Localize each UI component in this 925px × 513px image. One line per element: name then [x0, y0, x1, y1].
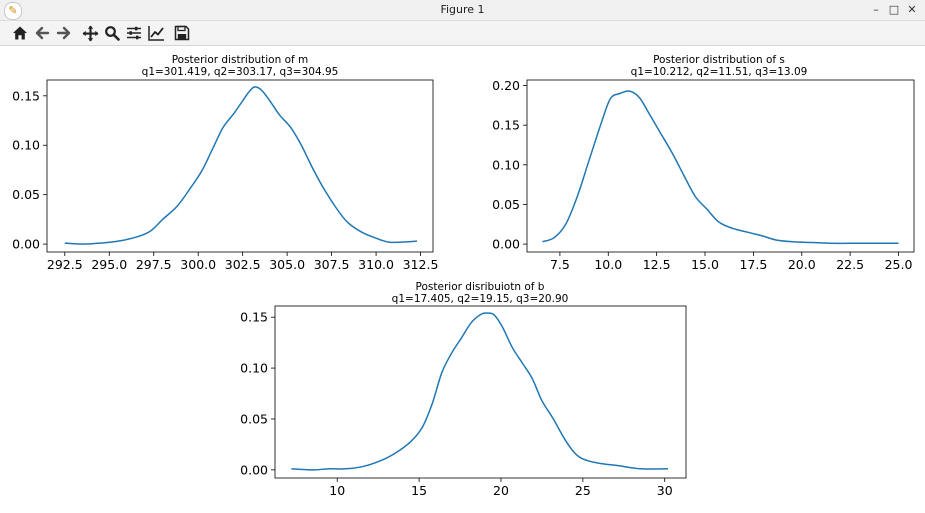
navigation-toolbar	[0, 21, 925, 46]
x-tick-label: 22.5	[836, 257, 864, 272]
edit-axis-icon[interactable]	[146, 24, 166, 42]
x-tick-label: 12.5	[643, 257, 671, 272]
x-tick-label: 25.0	[885, 257, 913, 272]
x-tick-label: 300.0	[180, 257, 216, 272]
forward-icon[interactable]	[54, 24, 74, 42]
y-tick-label: 0.15	[240, 310, 268, 325]
x-tick-label: 20	[493, 483, 509, 498]
chart-title: Posterior disribuiotn of b	[416, 281, 545, 293]
subplot-s: Posterior distribution of s q1=10.212, q…	[492, 54, 915, 272]
minimize-button[interactable]: –	[873, 3, 879, 16]
x-tick-label: 310.0	[358, 257, 394, 272]
back-icon[interactable]	[32, 24, 52, 42]
y-tick-label: 0.10	[12, 138, 40, 153]
pan-icon[interactable]	[80, 24, 100, 42]
y-tick-label: 0.15	[492, 118, 520, 133]
y-tick-label: 0.15	[12, 88, 40, 103]
window-titlebar: ✎ Figure 1 – □ ✕	[0, 0, 925, 21]
app-icon: ✎	[4, 2, 22, 20]
x-tick-label: 302.5	[225, 257, 261, 272]
y-tick-label: 0.00	[492, 237, 520, 252]
density-line	[542, 90, 899, 245]
chart-title: Posterior distribution of s	[653, 54, 785, 66]
x-tick-label: 20.0	[788, 257, 816, 272]
figure-svg: Posterior distribution of m q1=301.419, …	[12, 54, 915, 498]
x-tick-label: 292.5	[47, 257, 83, 272]
maximize-button[interactable]: □	[888, 3, 900, 16]
configure-subplots-icon[interactable]	[124, 24, 144, 42]
axes-frame	[46, 79, 434, 253]
chart-title: Posterior distribution of m	[172, 54, 309, 66]
y-tick-label: 0.20	[492, 78, 520, 93]
y-tick-label: 0.05	[492, 197, 520, 212]
x-tick-label: 15.0	[691, 257, 719, 272]
subplot-m: Posterior distribution of m q1=301.419, …	[12, 54, 438, 272]
x-tick-label: 15	[411, 483, 427, 498]
x-tick-label: 10	[329, 483, 345, 498]
x-tick-label: 307.5	[314, 257, 350, 272]
window-title: Figure 1	[440, 3, 485, 16]
y-tick-label: 0.00	[240, 462, 268, 477]
x-tick-label: 7.5	[550, 257, 570, 272]
density-line	[291, 312, 669, 471]
save-icon[interactable]	[172, 24, 192, 42]
subplot-b: Posterior disribuiotn of b q1=17.405, q2…	[240, 281, 687, 498]
y-tick-label: 0.00	[12, 237, 40, 252]
x-tick-label: 297.5	[136, 257, 172, 272]
axes-frame	[526, 79, 915, 253]
y-tick-label: 0.05	[12, 187, 40, 202]
zoom-icon[interactable]	[102, 24, 122, 42]
y-tick-label: 0.10	[240, 361, 268, 376]
x-tick-label: 30	[657, 483, 673, 498]
x-tick-label: 10.0	[594, 257, 622, 272]
y-tick-label: 0.10	[492, 157, 520, 172]
close-button[interactable]: ✕	[907, 3, 917, 16]
figure-canvas[interactable]: Posterior distribution of m q1=301.419, …	[0, 46, 925, 509]
x-tick-label: 305.0	[269, 257, 305, 272]
x-tick-label: 312.5	[403, 257, 439, 272]
chart-subtitle: q1=10.212, q2=11.51, q3=13.09	[631, 66, 808, 78]
window-controls: – □ ✕	[869, 2, 919, 17]
density-line	[64, 86, 418, 245]
x-tick-label: 17.5	[739, 257, 767, 272]
axes-frame	[274, 305, 687, 479]
y-tick-label: 0.05	[240, 411, 268, 426]
x-tick-label: 25	[575, 483, 591, 498]
chart-subtitle: q1=17.405, q2=19.15, q3=20.90	[392, 293, 569, 305]
home-icon[interactable]	[10, 24, 30, 42]
chart-subtitle: q1=301.419, q2=303.17, q3=304.95	[142, 66, 339, 78]
x-tick-label: 295.0	[91, 257, 127, 272]
